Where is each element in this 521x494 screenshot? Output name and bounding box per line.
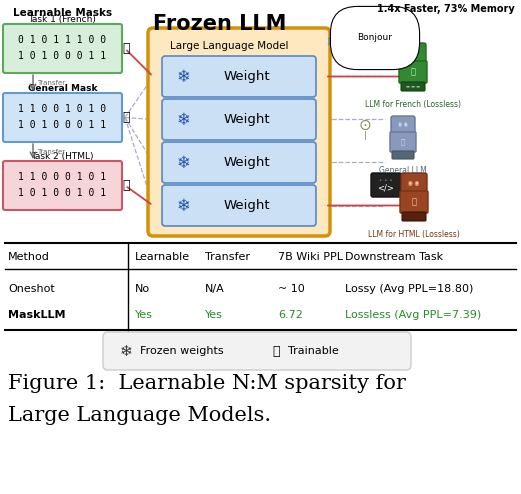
FancyBboxPatch shape — [401, 82, 425, 91]
Text: Oneshot: Oneshot — [8, 284, 55, 294]
FancyBboxPatch shape — [162, 99, 316, 140]
Text: Lossy (Avg PPL=18.80): Lossy (Avg PPL=18.80) — [345, 284, 474, 294]
Text: ⊙: ⊙ — [358, 118, 371, 132]
Text: 1 0 1 0 0 1 0 1: 1 0 1 0 0 1 0 1 — [18, 188, 107, 198]
FancyBboxPatch shape — [3, 93, 122, 142]
Text: ◉ ◉: ◉ ◉ — [407, 50, 419, 55]
FancyBboxPatch shape — [162, 185, 316, 226]
Text: Method: Method — [8, 252, 50, 262]
Text: Trainable: Trainable — [288, 346, 339, 356]
FancyBboxPatch shape — [399, 61, 427, 83]
Text: 〜: 〜 — [412, 198, 416, 206]
Text: ❄: ❄ — [176, 154, 190, 171]
Text: 1 1 0 0 1 0 1 0: 1 1 0 0 1 0 1 0 — [18, 104, 107, 114]
Text: Yes: Yes — [205, 310, 223, 320]
Text: Task 2 (HTML): Task 2 (HTML) — [31, 152, 94, 161]
FancyBboxPatch shape — [390, 132, 416, 152]
Text: Weight: Weight — [224, 70, 270, 83]
FancyBboxPatch shape — [3, 161, 122, 210]
Text: Task 1 (French): Task 1 (French) — [29, 15, 96, 24]
Text: Frozen weights: Frozen weights — [140, 346, 224, 356]
Text: 6.72: 6.72 — [278, 310, 303, 320]
Text: 〜: 〜 — [401, 139, 405, 145]
Text: No: No — [135, 284, 150, 294]
FancyBboxPatch shape — [148, 28, 330, 236]
Text: Yes: Yes — [135, 310, 153, 320]
FancyBboxPatch shape — [401, 173, 427, 193]
FancyBboxPatch shape — [103, 332, 411, 370]
Text: 7B Wiki PPL: 7B Wiki PPL — [278, 252, 343, 262]
Text: Bonjour: Bonjour — [357, 34, 392, 42]
Text: 🔥: 🔥 — [122, 42, 130, 55]
Text: ❄: ❄ — [176, 111, 190, 128]
Text: </>: </> — [378, 183, 394, 193]
Text: LLM for HTML (Lossless): LLM for HTML (Lossless) — [368, 230, 460, 239]
Text: Transfer: Transfer — [205, 252, 250, 262]
Text: Figure 1:  Learnable N:M sparsity for: Figure 1: Learnable N:M sparsity for — [8, 374, 406, 393]
Text: ❄: ❄ — [176, 68, 190, 85]
Text: Large Language Model: Large Language Model — [170, 41, 288, 51]
FancyBboxPatch shape — [162, 142, 316, 183]
Text: Frozen LLM: Frozen LLM — [153, 14, 287, 34]
Text: ❄: ❄ — [176, 197, 190, 214]
Text: 1.4x Faster, 73% Memory: 1.4x Faster, 73% Memory — [377, 4, 515, 14]
Text: LLM for French (Lossless): LLM for French (Lossless) — [365, 100, 461, 109]
Text: Weight: Weight — [224, 113, 270, 126]
Text: ▬ ▬ ▬: ▬ ▬ ▬ — [406, 84, 420, 88]
Text: ~ 10: ~ 10 — [278, 284, 305, 294]
FancyBboxPatch shape — [3, 24, 122, 73]
Text: MaskLLM: MaskLLM — [8, 310, 66, 320]
Text: |: | — [364, 130, 366, 139]
Text: 🔥: 🔥 — [122, 179, 130, 192]
Text: 1 0 1 0 0 0 1 1: 1 0 1 0 0 0 1 1 — [18, 51, 107, 61]
Text: 1 0 1 0 0 0 1 1: 1 0 1 0 0 0 1 1 — [18, 120, 107, 130]
Text: ❄: ❄ — [326, 34, 341, 52]
FancyBboxPatch shape — [392, 151, 414, 159]
FancyBboxPatch shape — [371, 173, 401, 197]
Text: 1 1 0 0 0 1 0 1: 1 1 0 0 0 1 0 1 — [18, 172, 107, 182]
FancyBboxPatch shape — [402, 212, 426, 221]
Text: Transfer: Transfer — [37, 149, 65, 155]
FancyBboxPatch shape — [400, 43, 426, 63]
Text: ❄: ❄ — [120, 343, 132, 359]
Text: Learnable Masks: Learnable Masks — [14, 8, 113, 18]
Text: 0 1 0 1 1 1 0 0: 0 1 0 1 1 1 0 0 — [18, 35, 107, 45]
Text: Learnable: Learnable — [135, 252, 190, 262]
Text: ◉ ◉: ◉ ◉ — [408, 180, 419, 186]
Text: N/A: N/A — [205, 284, 225, 294]
Text: 🔥: 🔥 — [272, 344, 280, 358]
Text: General Mask: General Mask — [28, 84, 97, 93]
Text: 〜: 〜 — [411, 68, 416, 77]
Text: Lossless (Avg PPL=7.39): Lossless (Avg PPL=7.39) — [345, 310, 481, 320]
Text: ◉ ◉: ◉ ◉ — [398, 123, 408, 127]
Text: Downstream Task: Downstream Task — [345, 252, 443, 262]
FancyBboxPatch shape — [162, 56, 316, 97]
Text: General LLM: General LLM — [379, 166, 427, 175]
FancyBboxPatch shape — [391, 116, 415, 134]
Text: Weight: Weight — [224, 199, 270, 212]
Text: 🔥: 🔥 — [122, 111, 130, 124]
Text: Transfer: Transfer — [37, 80, 65, 86]
Text: Large Language Models.: Large Language Models. — [8, 406, 271, 425]
FancyBboxPatch shape — [400, 191, 428, 213]
Text: Weight: Weight — [224, 156, 270, 169]
Text: • • •: • • • — [379, 177, 393, 182]
